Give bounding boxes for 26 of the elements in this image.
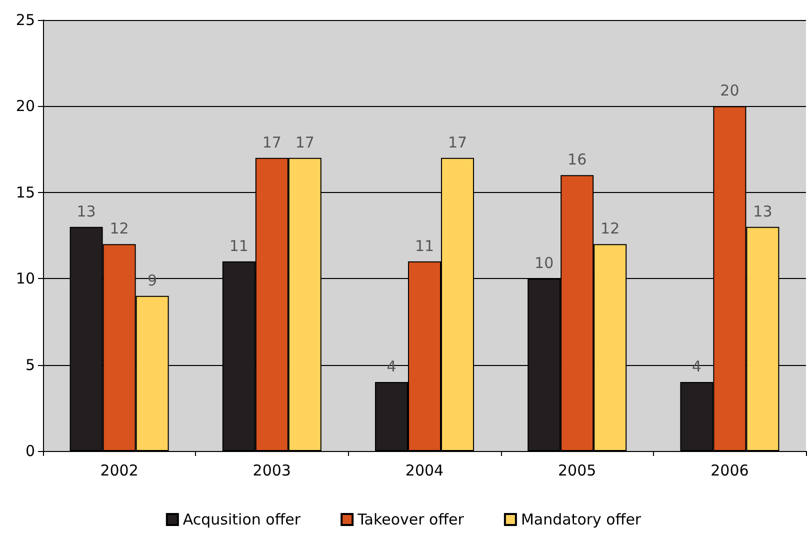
data-label: 17	[262, 133, 282, 152]
y-tick-label: 0	[25, 442, 35, 460]
y-tick-label: 10	[16, 270, 35, 288]
legend-label: Mandatory offer	[520, 510, 642, 528]
x-tick-label: 2006	[710, 462, 749, 480]
data-label: 12	[600, 220, 620, 238]
y-tick-label: 15	[16, 183, 35, 202]
data-label: 13	[76, 202, 96, 220]
data-label: 10	[534, 254, 554, 272]
legend-label: Acqusition offer	[182, 510, 302, 528]
x-tick-label: 2005	[558, 462, 596, 480]
data-label: 17	[448, 133, 468, 152]
data-label: 17	[295, 133, 314, 152]
legend-label: Takeover offer	[356, 510, 465, 528]
x-tick-label: 2004	[405, 462, 444, 480]
data-label: 11	[414, 236, 434, 255]
y-tick-label: 20	[16, 97, 35, 116]
y-tick-label: 25	[16, 11, 35, 29]
data-label: 20	[720, 82, 740, 100]
data-label: 13	[753, 202, 772, 220]
data-label: 12	[110, 220, 129, 238]
x-tick-label: 2002	[100, 462, 138, 480]
data-label: 11	[229, 236, 248, 255]
y-tick-label: 5	[25, 356, 35, 374]
data-label: 16	[568, 150, 587, 169]
x-tick-label: 2003	[252, 462, 291, 480]
